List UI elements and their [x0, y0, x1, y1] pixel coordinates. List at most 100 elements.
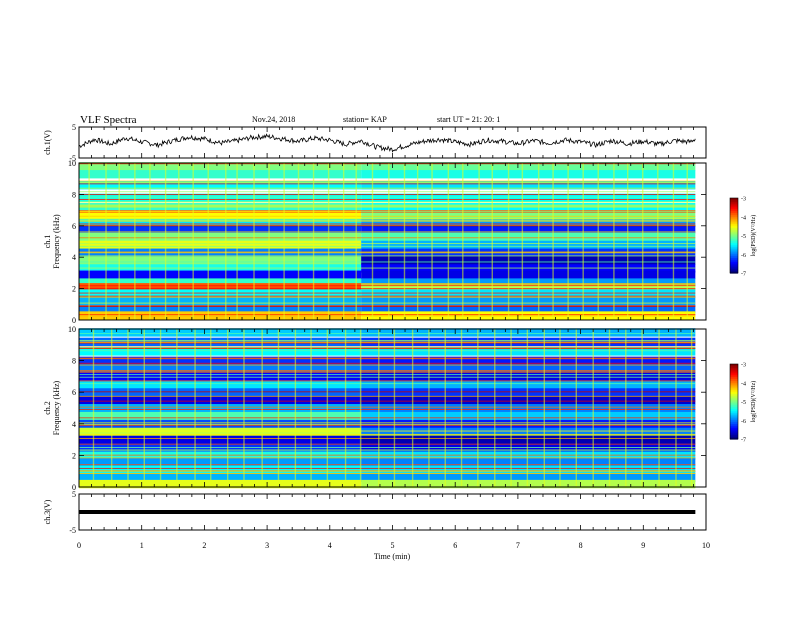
- y-tick-label: 2: [72, 451, 76, 460]
- spectrum-band: [79, 435, 362, 445]
- colorbar-swatch: [730, 241, 738, 244]
- narrowband-line: [79, 198, 696, 200]
- sferic-spike: [359, 329, 362, 487]
- spectrum-band: [79, 232, 362, 242]
- narrowband-line: [79, 362, 696, 364]
- narrowband-line: [79, 187, 696, 189]
- spectrum-band: [79, 411, 362, 421]
- colorbar-label: log(PSD)(V²/Hz): [750, 215, 757, 256]
- y-tick-label: 0: [72, 316, 76, 325]
- colorbar-tick-label: -3: [741, 363, 746, 369]
- narrowband-line: [79, 237, 696, 239]
- sferic-spike: [597, 163, 599, 320]
- header-date: Nov.24, 2018: [252, 115, 295, 124]
- sferic-spike: [416, 163, 419, 320]
- spectrum-band: [361, 404, 696, 413]
- narrowband-line: [79, 295, 696, 297]
- narrowband-line: [79, 231, 696, 233]
- spectrum-band: [79, 473, 362, 482]
- colorbar-swatch: [730, 424, 738, 427]
- spectrum-band: [361, 419, 696, 429]
- narrowband-line: [79, 261, 696, 263]
- colorbar-swatch: [730, 233, 738, 237]
- sferic-spike: [149, 163, 151, 320]
- sferic-spike: [494, 329, 496, 487]
- p2-frame: [78, 162, 707, 321]
- spectrum-band: [79, 162, 362, 171]
- narrowband-line: [79, 347, 696, 349]
- narrowband-line: [79, 283, 696, 285]
- narrowband-line: [79, 292, 696, 294]
- narrowband-line: [79, 342, 696, 344]
- colorbar-swatch: [730, 394, 738, 397]
- colorbar-swatch: [730, 239, 738, 242]
- colorbar-swatch: [730, 252, 738, 255]
- narrowband-line: [79, 243, 696, 245]
- sferic-spike: [194, 329, 196, 487]
- x-tick-label: 10: [702, 541, 710, 550]
- sferic-spike: [277, 329, 280, 487]
- spectrum-band: [79, 283, 362, 292]
- sferic-spike: [268, 163, 270, 320]
- colorbar-swatch: [730, 231, 738, 235]
- narrowband-line: [79, 437, 696, 439]
- spectrum-band: [79, 479, 362, 489]
- narrowband-line: [79, 395, 696, 397]
- spectrum-band: [361, 435, 696, 445]
- sferic-spike: [491, 163, 493, 320]
- colorbar-label: log(PSD)(V²/Hz): [750, 381, 757, 422]
- colorbar-swatch: [730, 244, 738, 248]
- x-tick-label: 4: [328, 541, 332, 550]
- spectrum-band: [361, 181, 696, 190]
- spectrum-band: [79, 364, 362, 373]
- spectrum-band: [361, 347, 696, 356]
- sferic-spike: [243, 329, 245, 487]
- colorbar-swatch: [730, 371, 738, 374]
- spectrum-band: [79, 465, 362, 475]
- sferic-spike: [431, 163, 433, 320]
- spectrum-band: [361, 380, 696, 389]
- ch1-spectrogram-panel: 0 2 4 6 8 10 ch.1 Frequency (kHz): [43, 159, 707, 325]
- narrowband-line: [79, 211, 696, 213]
- sferic-spike: [521, 163, 524, 320]
- spectrum-band: [79, 193, 362, 202]
- colorbar-swatch: [730, 256, 738, 259]
- y-tick-label: 4: [72, 420, 76, 429]
- colorbar-swatch: [730, 226, 738, 229]
- narrowband-line: [79, 443, 696, 445]
- colorbar-tick-label: -6: [741, 419, 746, 425]
- colorbar-swatch: [730, 405, 738, 408]
- spectrum-band: [361, 218, 696, 228]
- sferic-spike: [143, 329, 145, 487]
- sferic-spike: [686, 163, 688, 320]
- colorbar-swatch: [730, 211, 738, 214]
- sferic-spike: [327, 163, 330, 320]
- narrowband-line: [79, 467, 696, 469]
- sferic-spike: [344, 329, 347, 487]
- narrowband-line: [79, 255, 696, 257]
- spectrum-band: [79, 380, 362, 389]
- colorbar-swatch: [730, 259, 738, 263]
- ch1-colorbar: -3 -4 -5 -6 -7 log(PSD)(V²/Hz): [729, 197, 757, 278]
- narrowband-line: [79, 346, 696, 348]
- sferic-spike: [642, 163, 644, 320]
- ch3-voltage-panel: 5 -5 ch.3(V) 0 1 2 3 4 5 6 7 8 9 10: [43, 490, 710, 550]
- colorbar-swatch: [730, 216, 738, 220]
- colorbar-swatch: [730, 412, 738, 416]
- colorbar-swatch: [730, 229, 738, 233]
- sferic-spike: [297, 163, 300, 320]
- spectrum-band: [361, 479, 696, 489]
- sferic-spike: [672, 163, 675, 320]
- ch2-colorbar-frame: [729, 363, 739, 440]
- sferic-spike: [342, 163, 345, 320]
- sferic-spike: [478, 163, 480, 320]
- narrowband-line: [79, 424, 696, 426]
- y-axis-label: ch.3(V): [43, 499, 52, 524]
- spectrum-band: [361, 162, 696, 171]
- sferic-spike: [613, 163, 615, 320]
- narrowband-line: [79, 305, 696, 307]
- x-tick-label: 7: [516, 541, 520, 550]
- colorbar-tick-label: -6: [741, 253, 746, 259]
- sferic-spike: [355, 163, 357, 320]
